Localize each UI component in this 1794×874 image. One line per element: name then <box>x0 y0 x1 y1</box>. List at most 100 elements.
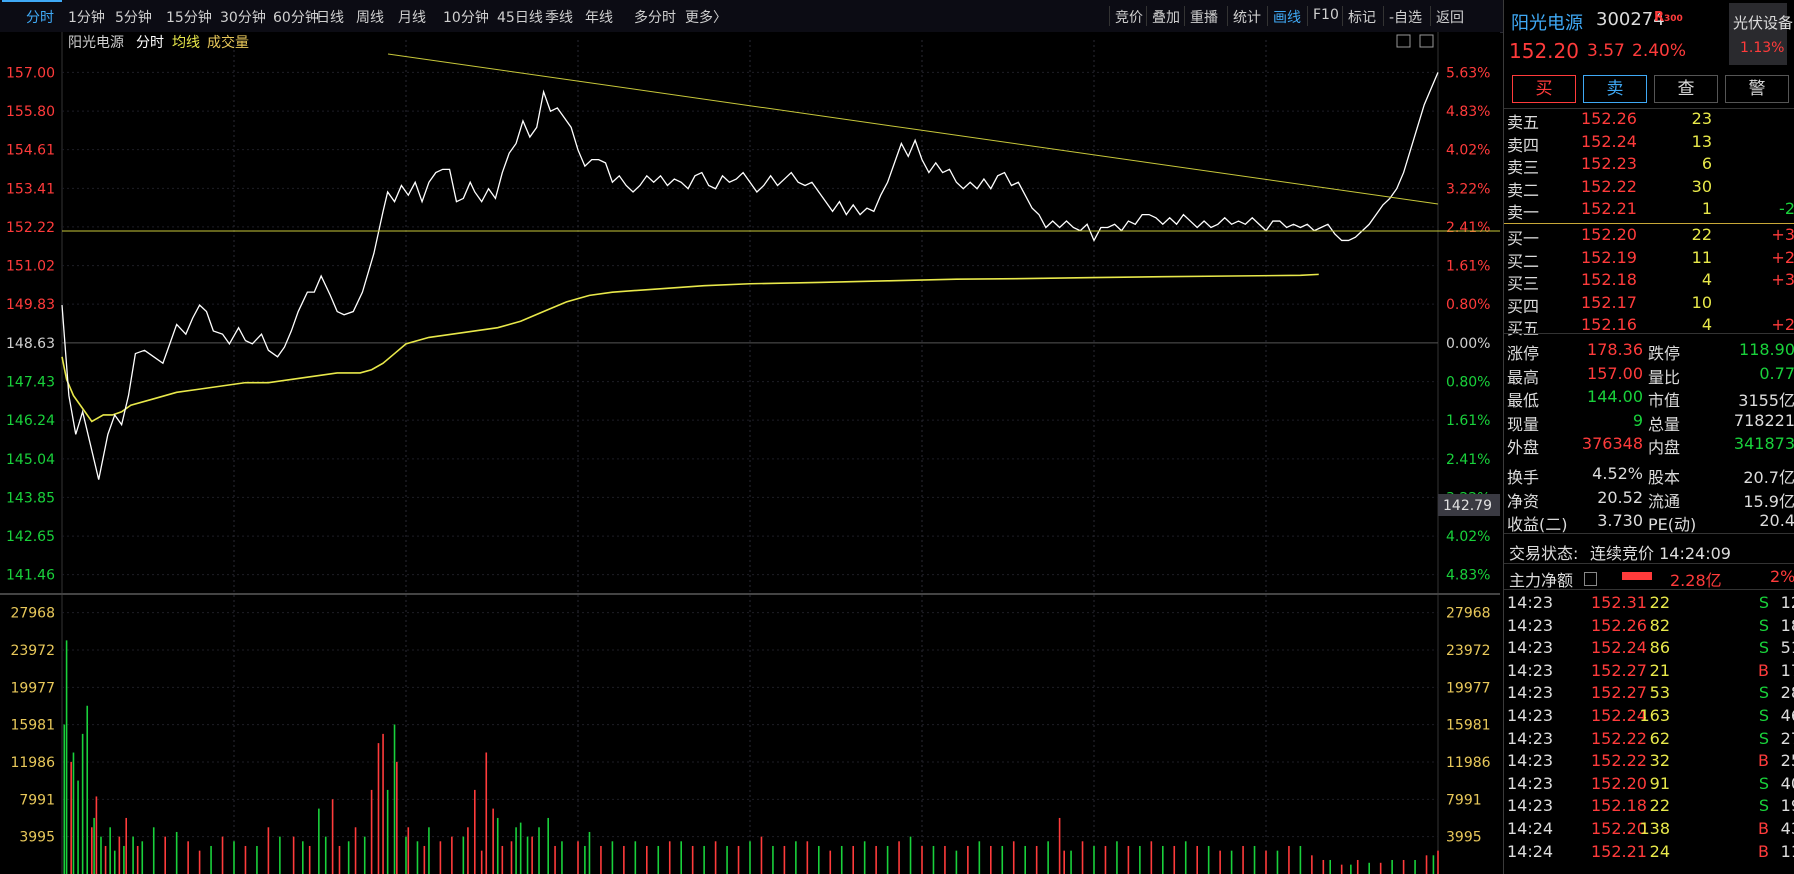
stock-name: 阳光电源 <box>1511 13 1583 34</box>
order-level-label: 卖三 <box>1507 158 1540 178</box>
tick-direction: S <box>1758 593 1769 612</box>
tab-period-8[interactable]: 月线 <box>398 10 426 26</box>
volume-tick-label: 19977 <box>10 680 55 696</box>
stat-value: 3.730 <box>1597 511 1643 530</box>
order-price: 152.16 <box>1581 315 1637 335</box>
query-button[interactable]: 查 <box>1654 75 1718 103</box>
tool-button-1[interactable]: 叠加 <box>1152 10 1180 26</box>
tick-time: 14:23 <box>1507 796 1554 816</box>
tab-period-1[interactable]: 1分钟 <box>68 10 105 26</box>
order-delta: -2 <box>1779 199 1794 219</box>
tick-count: 18 <box>1780 615 1794 635</box>
tab-period-2[interactable]: 5分钟 <box>115 10 152 26</box>
tick-price: 152.24 <box>1591 706 1647 725</box>
tab-period-14[interactable]: 更多〉 <box>685 10 727 26</box>
cursor-price-box <box>1438 494 1500 516</box>
sell-button[interactable]: 卖 <box>1583 75 1647 103</box>
tab-period-13[interactable]: 多分时 <box>634 10 676 26</box>
tab-period-11[interactable]: 季线 <box>545 10 573 26</box>
order-delta: +2 <box>1771 315 1794 335</box>
tick-count: 17 <box>1780 660 1794 680</box>
tick-time: 14:23 <box>1507 683 1554 703</box>
tool-button-4[interactable]: 画线 <box>1273 10 1301 26</box>
tick-time: 14:23 <box>1507 615 1554 635</box>
tick-direction: B <box>1758 819 1769 838</box>
order-price: 152.19 <box>1581 247 1637 267</box>
volume-tick-label: 7991 <box>19 792 55 808</box>
tick-direction: B <box>1758 841 1769 861</box>
divider <box>1504 589 1794 590</box>
expand-icon <box>1396 34 1411 48</box>
volume-tick-label: 11986 <box>10 755 55 771</box>
main-flow-label: 主力净额 <box>1509 571 1574 590</box>
tick-volume: 86 <box>1649 638 1670 658</box>
stat-value: 15.9亿 <box>1743 491 1794 511</box>
tool-button-6[interactable]: 标记 <box>1348 10 1376 26</box>
stat-value: 341873 <box>1733 434 1794 453</box>
tick-count: 28 <box>1780 683 1794 703</box>
stat-label: 股本 <box>1648 468 1681 487</box>
stat-label: 涨停 <box>1507 344 1540 363</box>
tick-price: 152.21 <box>1591 841 1647 861</box>
stat-value: 0.77 <box>1759 363 1794 383</box>
tick-count: 46 <box>1780 706 1794 725</box>
board-badge-letter: R <box>1654 10 1665 25</box>
tab-period-4[interactable]: 30分钟 <box>220 10 266 26</box>
bid-ask-divider <box>1504 223 1794 224</box>
pct-tick-label: 4.02% <box>1446 143 1490 159</box>
tab-period-3[interactable]: 15分钟 <box>166 10 212 26</box>
order-volume: 30 <box>1691 176 1712 196</box>
drawn-trendline <box>387 53 1439 205</box>
order-volume: 23 <box>1691 109 1712 128</box>
tool-button-0[interactable]: 竞价 <box>1115 10 1143 26</box>
stat-label: 最低 <box>1507 391 1540 410</box>
order-price: 152.26 <box>1581 109 1637 128</box>
calculator-icon[interactable] <box>1584 572 1597 586</box>
tick-price: 152.18 <box>1591 796 1647 816</box>
intraday-chart[interactable]: 157.00 5.63% 155.80 4.83% 154.61 4.02% 153.41 3… <box>0 32 1500 874</box>
buy-button[interactable]: 买 <box>1512 75 1576 103</box>
tool-button-2[interactable]: 重播 <box>1190 10 1218 26</box>
stat-value: 178.36 <box>1587 340 1643 359</box>
order-price: 152.17 <box>1581 292 1637 312</box>
tick-price: 152.22 <box>1591 751 1647 771</box>
tick-volume: 163 <box>1639 706 1670 725</box>
price-tick-label: 145.04 <box>6 452 55 468</box>
price-line <box>61 72 1439 480</box>
tick-direction: S <box>1758 638 1769 658</box>
sector-box[interactable]: 光伏设备 1.13% <box>1729 3 1793 65</box>
tick-price: 152.20 <box>1591 773 1647 793</box>
quote-panel: 阳光电源 300274 R300 光伏设备 1.13% 152.20 3.57 … <box>1503 0 1794 874</box>
tick-count: 27 <box>1780 728 1794 748</box>
tick-price: 152.31 <box>1591 593 1647 612</box>
tab-period-6[interactable]: 日线 <box>316 10 344 26</box>
volume-tick-label: 23972 <box>10 643 55 659</box>
price-change-pct: 2.40% <box>1632 41 1687 61</box>
tool-button-5[interactable]: F10 <box>1313 7 1339 23</box>
pct-tick-label: 0.00% <box>1446 336 1490 352</box>
order-volume: 1 <box>1701 199 1712 219</box>
tick-price: 152.22 <box>1591 728 1647 748</box>
stat-value: 20.4 <box>1759 511 1794 530</box>
tick-time: 14:24 <box>1507 841 1554 861</box>
pct-tick-label: 1.61% <box>1446 259 1490 275</box>
pct-tick-label: 2.41% <box>1446 220 1490 236</box>
price-tick-label: 155.80 <box>6 104 55 120</box>
tick-direction: S <box>1758 796 1769 816</box>
tool-button-7[interactable]: -自选 <box>1389 10 1423 26</box>
last-price: 152.20 <box>1509 39 1579 63</box>
order-price: 152.23 <box>1581 154 1637 174</box>
order-delta: +3 <box>1771 225 1794 244</box>
alert-button[interactable]: 警 <box>1725 75 1789 103</box>
tab-period-12[interactable]: 年线 <box>585 10 613 26</box>
tab-period-7[interactable]: 周线 <box>356 10 384 26</box>
tab-period-5[interactable]: 60分钟 <box>273 10 319 26</box>
order-price: 152.20 <box>1581 225 1637 244</box>
tool-button-3[interactable]: 统计 <box>1233 10 1261 26</box>
tab-period-10[interactable]: 45日线 <box>497 10 543 26</box>
tab-period-9[interactable]: 10分钟 <box>443 10 489 26</box>
tab-period-0[interactable]: 分时 <box>26 10 54 26</box>
order-volume: 4 <box>1701 270 1712 290</box>
tool-button-8[interactable]: 返回 <box>1436 10 1464 26</box>
price-tick-label: 154.61 <box>6 143 55 159</box>
